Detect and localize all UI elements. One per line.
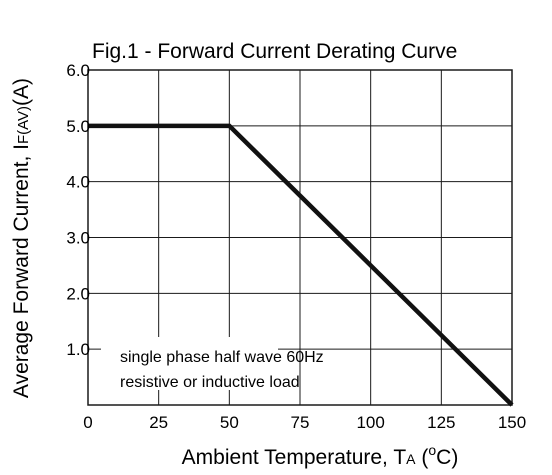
y-axis-label: Average Forward Current, IF(AV)(A)	[10, 78, 33, 398]
x-tick-label: 25	[149, 413, 168, 432]
chart-title: Fig.1 - Forward Current Derating Curve	[92, 40, 457, 63]
x-tick-label: 150	[498, 413, 526, 432]
y-axis-label-main: Average Forward Current, I	[10, 144, 33, 398]
y-tick-label: 6.0	[66, 61, 90, 80]
annotation-background	[101, 337, 278, 363]
derating-curve	[88, 123, 514, 407]
annotation-line-2: resistive or inductive load	[120, 374, 300, 391]
x-axis-label-subscript: A	[406, 451, 416, 467]
y-axis-label-subscript: F(AV)	[15, 106, 32, 144]
title-background	[90, 34, 552, 62]
y-tick-label: 2.0	[66, 284, 90, 303]
x-tick-label: 75	[291, 413, 310, 432]
y-tick-label: 1.0	[66, 340, 90, 359]
annotation-line-1: single phase half wave 60Hz	[120, 349, 324, 366]
y-tick-labels: 1.0 2.0 3.0 4.0 5.0 6.0	[66, 61, 90, 359]
x-axis-label: Ambient Temperature, TA (oC)	[182, 442, 459, 469]
x-tick-label: 0	[83, 413, 92, 432]
x-tick-label: 125	[427, 413, 455, 432]
y-tick-label: 3.0	[66, 229, 90, 248]
x-axis-label-open: (	[416, 446, 429, 469]
y-axis-label-unit: (A)	[10, 78, 33, 106]
x-axis-label-close: )	[451, 446, 458, 469]
degree-symbol: o	[428, 442, 436, 458]
y-tick-label: 4.0	[66, 173, 90, 192]
x-axis-label-unit: C	[436, 446, 451, 469]
x-tick-label: 50	[220, 413, 239, 432]
annotation-background	[101, 360, 297, 390]
x-axis-label-main: Ambient Temperature, T	[182, 446, 407, 469]
x-tick-labels: 0 25 50 75 100 125 150	[83, 413, 526, 432]
y-tick-label: 5.0	[66, 117, 90, 136]
x-tick-label: 100	[356, 413, 384, 432]
